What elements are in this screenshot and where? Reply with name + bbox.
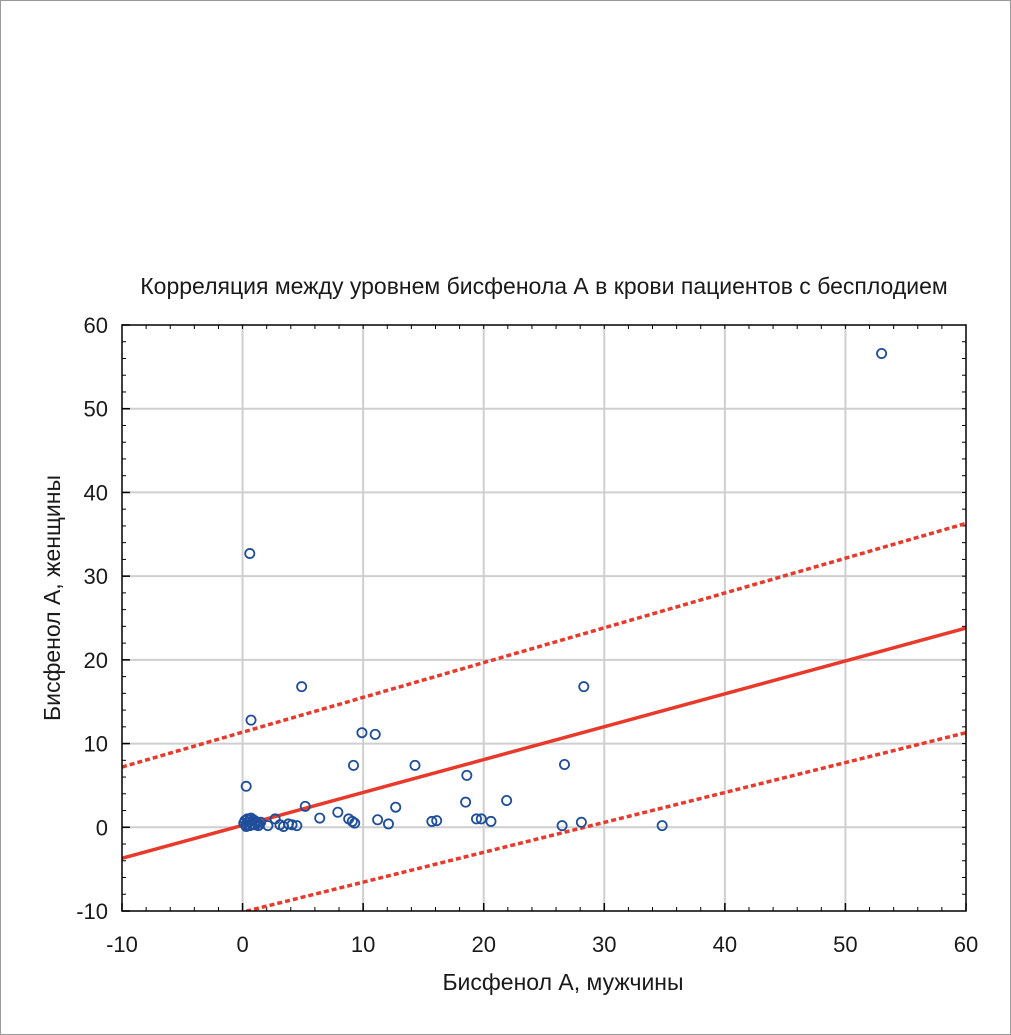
x-tick-label: 20 xyxy=(471,932,495,957)
data-point xyxy=(369,728,381,740)
data-point xyxy=(372,814,384,826)
y-tick-label: 60 xyxy=(84,313,108,338)
plot-area xyxy=(121,324,967,912)
x-tick-label: 60 xyxy=(954,932,978,957)
data-point xyxy=(470,813,482,825)
regression-lines xyxy=(122,521,966,911)
data-point xyxy=(556,820,568,832)
data-point xyxy=(286,819,298,831)
data-point xyxy=(347,759,359,771)
data-point xyxy=(356,727,368,739)
regression-line xyxy=(122,626,966,860)
data-point xyxy=(390,801,402,813)
y-tick-label: 40 xyxy=(84,480,108,505)
x-tick-label: 10 xyxy=(351,932,375,957)
upper-confidence-line xyxy=(122,521,966,769)
y-axis-label: Бисфенол А, женщины xyxy=(39,475,65,721)
data-point xyxy=(485,815,497,827)
data-point xyxy=(558,759,570,771)
x-axis-label: Бисфенол А, мужчины xyxy=(442,969,683,995)
data-point xyxy=(244,548,256,560)
data-point xyxy=(475,813,487,825)
y-tick-label: 20 xyxy=(84,648,108,673)
data-points xyxy=(238,347,888,832)
y-tick-label: 0 xyxy=(96,815,108,840)
data-point xyxy=(332,806,344,818)
data-point xyxy=(299,800,311,812)
data-point xyxy=(314,812,326,824)
data-point xyxy=(460,796,472,808)
data-point xyxy=(382,818,394,830)
data-point xyxy=(245,714,257,726)
y-tick-label: 50 xyxy=(84,397,108,422)
data-point xyxy=(431,815,443,827)
data-point xyxy=(656,820,668,832)
data-point xyxy=(240,780,252,792)
x-tick-label: 40 xyxy=(713,932,737,957)
x-tick-label: 30 xyxy=(592,932,616,957)
chart-title: Корреляция между уровнем бисфенола А в к… xyxy=(140,273,947,299)
data-point xyxy=(409,759,421,771)
y-tick-label: 30 xyxy=(84,564,108,589)
data-point xyxy=(244,814,256,826)
lower-confidence-line xyxy=(239,730,966,911)
data-point xyxy=(262,820,274,832)
data-point xyxy=(501,794,513,806)
grid xyxy=(122,325,966,911)
x-tick-label: -10 xyxy=(106,932,138,957)
data-point xyxy=(426,815,438,827)
data-point xyxy=(876,347,888,359)
data-point xyxy=(575,816,587,828)
data-point xyxy=(346,815,358,827)
data-point xyxy=(296,681,308,693)
data-point xyxy=(578,681,590,693)
y-tick-label: -10 xyxy=(76,899,108,924)
x-tick-label: 50 xyxy=(833,932,857,957)
data-point xyxy=(291,820,303,832)
data-point xyxy=(461,769,473,781)
y-tick-label: 10 xyxy=(84,732,108,757)
data-point xyxy=(349,817,361,829)
x-tick-label: 0 xyxy=(236,932,248,957)
